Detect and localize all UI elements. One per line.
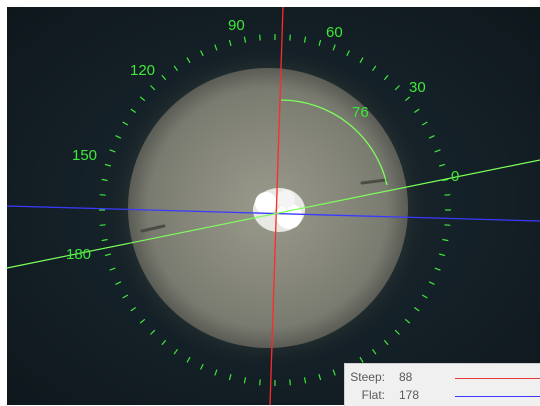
scale-tick	[99, 224, 106, 226]
scale-tick	[421, 294, 428, 299]
scale-tick	[434, 149, 441, 153]
steep-axis-line	[269, 6, 284, 405]
angle-label-0: 0	[451, 168, 459, 185]
scale-tick	[186, 356, 191, 363]
steep-row: Steep: 88	[345, 370, 540, 388]
scale-tick	[115, 281, 122, 285]
scale-tick	[359, 356, 364, 363]
scale-tick	[318, 374, 322, 381]
scale-tick	[101, 178, 108, 182]
scale-tick	[372, 348, 377, 355]
lens-mark-left	[140, 224, 166, 233]
scale-tick	[122, 121, 129, 126]
scale-tick	[289, 34, 291, 41]
scale-tick	[228, 39, 232, 46]
scale-tick	[442, 238, 449, 242]
scale-tick	[332, 44, 336, 51]
scale-tick	[104, 253, 111, 257]
scale-tick	[383, 339, 389, 346]
scale-tick	[150, 85, 156, 91]
scale-tick	[161, 339, 167, 346]
scale-tick	[439, 163, 446, 167]
scale-tick	[243, 36, 247, 43]
steep-value: 88	[399, 370, 413, 384]
scale-tick	[318, 39, 322, 46]
scale-tick	[289, 379, 291, 386]
flat-label: Flat:	[361, 388, 385, 402]
scale-tick	[130, 307, 137, 312]
angle-label-90: 90	[228, 17, 245, 34]
scale-tick	[346, 50, 350, 57]
scale-tick	[394, 85, 400, 91]
axis-legend: Steep: 88 Flat: 178	[344, 363, 540, 406]
scale-tick	[101, 238, 108, 242]
scale-tick	[439, 253, 446, 257]
scale-tick	[421, 121, 428, 126]
scale-tick	[434, 267, 441, 271]
scale-tick	[372, 65, 377, 72]
scale-tick	[150, 329, 156, 335]
lens-mark-right	[360, 178, 388, 185]
scale-tick	[404, 96, 411, 102]
scale-tick	[404, 318, 411, 324]
scale-tick	[444, 224, 451, 226]
scale-tick	[109, 149, 116, 153]
scale-tick	[413, 307, 420, 312]
scale-tick	[173, 65, 178, 72]
scale-tick	[442, 178, 449, 182]
scale-tick	[413, 108, 420, 113]
scale-tick	[161, 74, 167, 81]
scale-tick	[259, 34, 261, 41]
scale-tick	[130, 108, 137, 113]
angle-label-30: 30	[409, 79, 426, 96]
scale-tick	[115, 135, 122, 139]
scale-tick	[122, 294, 129, 299]
degree-scale	[99, 34, 451, 386]
scale-tick	[214, 44, 218, 51]
scale-tick	[332, 369, 336, 376]
scale-tick	[428, 135, 435, 139]
scale-tick	[104, 163, 111, 167]
scale-tick	[228, 374, 232, 381]
angle-label-60: 60	[326, 24, 343, 41]
flat-row: Flat: 178	[345, 388, 540, 406]
steep-label: Steep:	[350, 370, 385, 384]
angle-arc	[280, 99, 388, 186]
angle-label-150: 150	[72, 147, 97, 164]
scale-tick	[214, 369, 218, 376]
scale-tick	[394, 329, 400, 335]
scale-tick	[109, 267, 116, 271]
steep-color-swatch	[455, 378, 540, 379]
reference-axis-line	[6, 159, 540, 269]
scale-tick	[173, 348, 178, 355]
scale-tick	[428, 281, 435, 285]
scale-tick	[139, 318, 146, 324]
scale-tick	[259, 379, 261, 386]
scale-tick	[303, 377, 307, 384]
angle-label-120: 120	[130, 62, 155, 79]
scale-tick	[359, 57, 364, 64]
scale-tick	[99, 194, 106, 196]
scale-tick	[200, 363, 204, 370]
scale-tick	[303, 36, 307, 43]
scale-tick	[243, 377, 247, 384]
scale-tick	[383, 74, 389, 81]
scale-tick	[139, 96, 146, 102]
center-reflection	[253, 188, 305, 232]
scale-tick	[186, 57, 191, 64]
flat-value: 178	[399, 388, 420, 402]
flat-color-swatch	[455, 396, 540, 397]
scale-tick	[444, 194, 451, 196]
measured-angle-label: 76	[352, 104, 369, 121]
angle-label-180: 180	[66, 246, 91, 263]
scale-tick	[200, 50, 204, 57]
